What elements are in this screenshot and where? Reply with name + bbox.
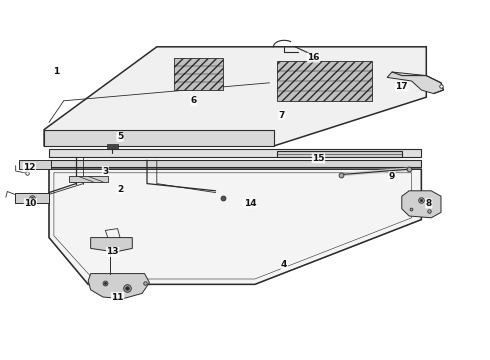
Polygon shape (15, 193, 49, 203)
Polygon shape (44, 47, 426, 146)
Polygon shape (174, 58, 223, 90)
Text: 12: 12 (23, 163, 36, 172)
Text: 17: 17 (395, 82, 408, 91)
Text: 2: 2 (117, 184, 123, 194)
Polygon shape (49, 160, 421, 167)
Polygon shape (44, 130, 274, 146)
Polygon shape (88, 274, 149, 299)
Polygon shape (91, 238, 132, 252)
Text: 3: 3 (102, 166, 108, 175)
Polygon shape (402, 191, 441, 218)
Polygon shape (49, 169, 421, 284)
Polygon shape (107, 144, 118, 149)
Text: 13: 13 (106, 248, 119, 256)
Text: 5: 5 (117, 132, 123, 141)
Text: 11: 11 (111, 292, 124, 302)
Text: 4: 4 (281, 260, 288, 269)
Text: 9: 9 (389, 172, 395, 181)
Polygon shape (49, 149, 421, 157)
Text: 16: 16 (307, 53, 320, 62)
Text: 1: 1 (53, 68, 59, 77)
Text: 10: 10 (24, 199, 37, 208)
Polygon shape (387, 72, 443, 94)
Text: 14: 14 (244, 199, 256, 208)
Polygon shape (69, 176, 108, 182)
Text: 7: 7 (278, 111, 285, 120)
Text: 15: 15 (312, 154, 325, 163)
Text: 6: 6 (191, 96, 196, 105)
Text: 8: 8 (426, 199, 432, 208)
Polygon shape (277, 151, 402, 157)
Polygon shape (19, 160, 51, 169)
Polygon shape (277, 61, 372, 101)
